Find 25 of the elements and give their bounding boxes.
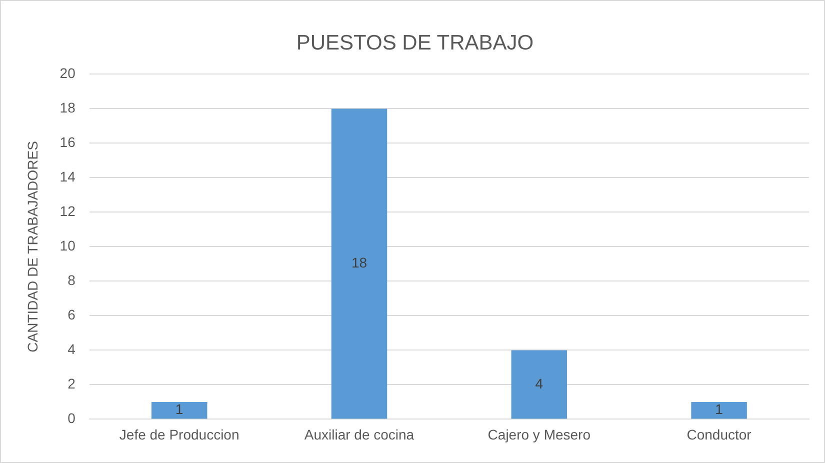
y-tick-label: 0 [68, 410, 76, 426]
y-tick-label: 12 [60, 203, 76, 220]
y-tick-label: 2 [68, 376, 76, 392]
data-label: 1 [715, 401, 724, 418]
bar [331, 108, 388, 419]
y-tick-label: 10 [60, 238, 76, 254]
y-tick-label: 16 [60, 134, 76, 150]
bar [151, 402, 208, 419]
y-tick-label: 4 [68, 341, 76, 358]
data-label: 4 [535, 375, 544, 392]
data-label: 18 [351, 254, 368, 271]
y-axis-title: CANTIDAD DE TRABAJADORES [24, 141, 40, 352]
y-tick-label: 8 [68, 272, 76, 288]
data-label: 1 [175, 401, 184, 418]
bar [511, 350, 568, 419]
y-tick-label: 20 [60, 65, 76, 82]
y-tick-label: 6 [68, 306, 76, 323]
bar [691, 402, 747, 419]
x-tick-label: Auxiliar de cocina [304, 426, 414, 442]
chart-title: PUESTOS DE TRABAJO [296, 31, 534, 54]
y-tick-label: 14 [60, 168, 76, 185]
y-tick-label: 18 [60, 100, 76, 116]
x-tick-label: Conductor [686, 426, 752, 442]
x-tick-label: Cajero y Mesero [488, 426, 591, 442]
x-tick-label: Jefe de Produccion [119, 426, 240, 442]
